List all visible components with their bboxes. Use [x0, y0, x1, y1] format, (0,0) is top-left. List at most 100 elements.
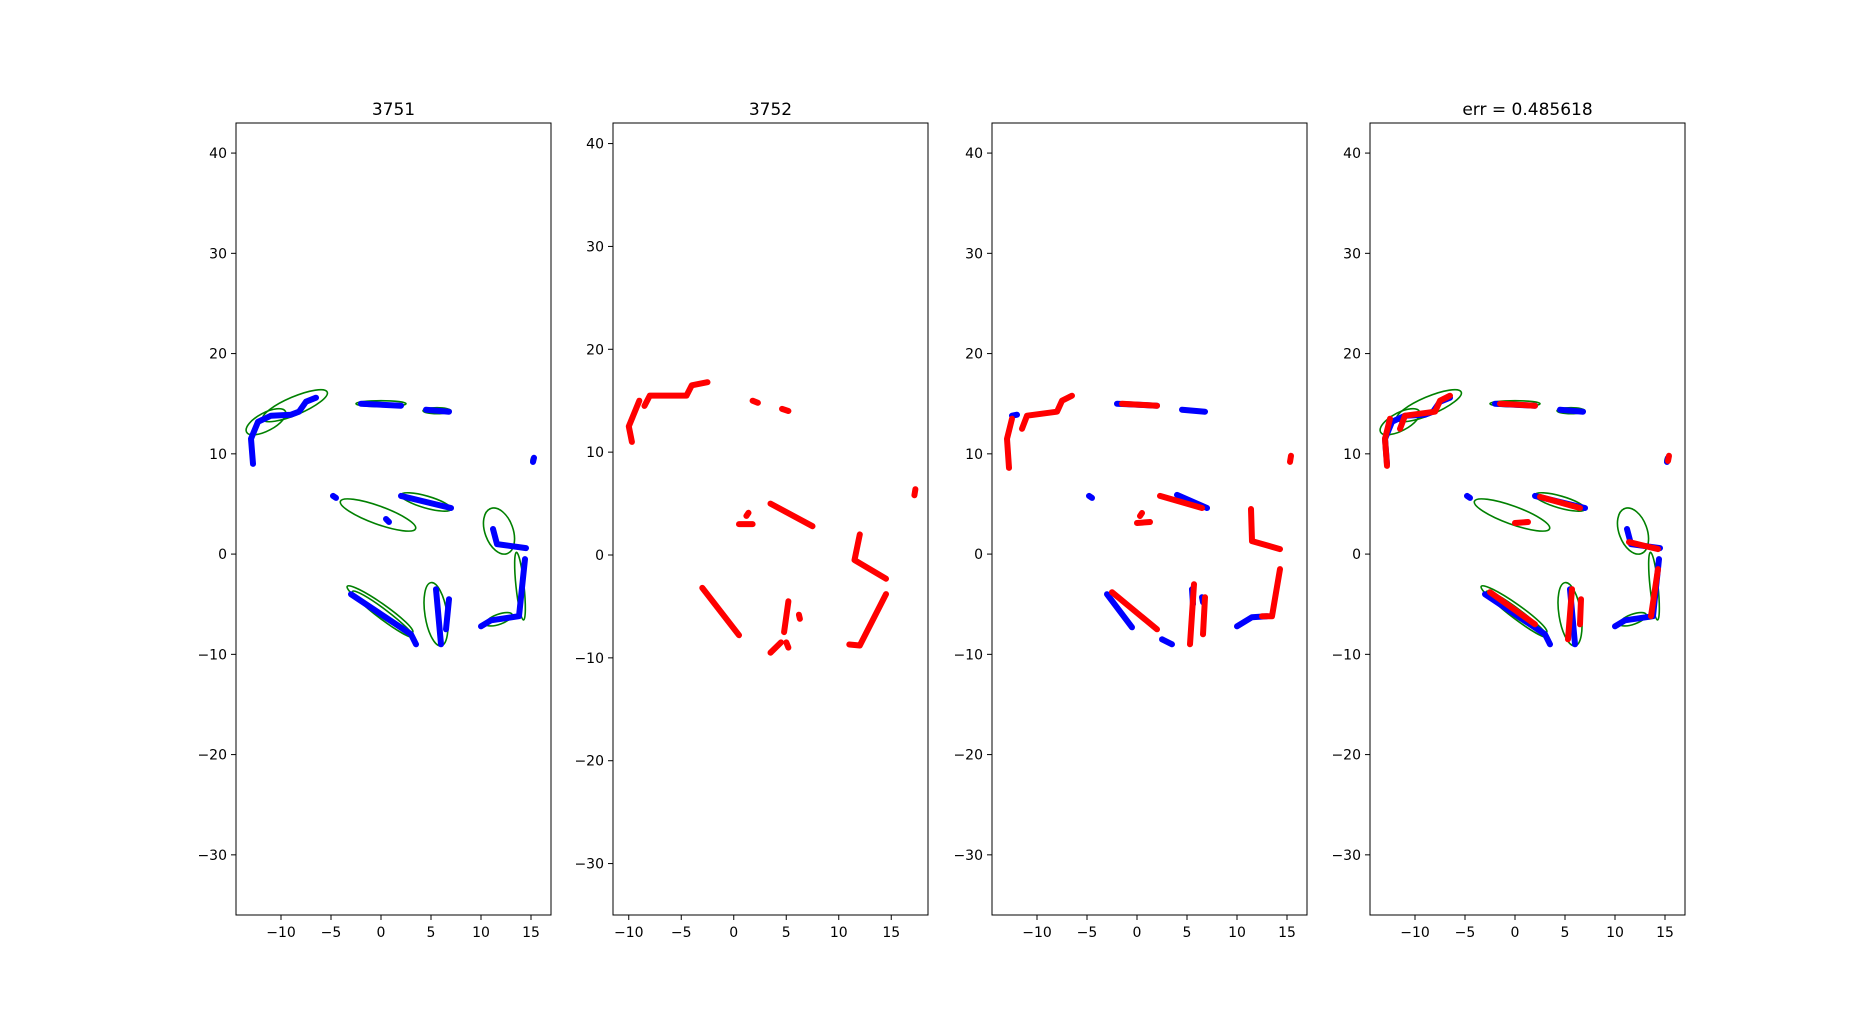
- scan-points-red: [1134, 519, 1153, 526]
- y-tick-label: 30: [1343, 246, 1361, 262]
- plot-area: [625, 379, 919, 656]
- x-tick-label: −10: [1400, 925, 1430, 941]
- scan-points-blue: [1104, 591, 1135, 631]
- scan-points-blue: [248, 394, 319, 467]
- fit-ellipse: [482, 507, 516, 555]
- y-tick-label: 20: [209, 347, 227, 363]
- scan-points-blue: [433, 586, 444, 648]
- scan-points-red: [767, 500, 816, 530]
- scan-points-red: [1287, 452, 1294, 465]
- subplot-2: −10 −5 0 5 10 15 −30 −20 −10 0 10 20 30 40 3752: [574, 100, 929, 941]
- scan-points-red: [1487, 589, 1538, 628]
- scan-points-red: [783, 639, 792, 651]
- scan-points-red: [1019, 392, 1075, 432]
- scan-points-red: [1497, 400, 1538, 409]
- subplot-1: −10 −5 0 5 10 15 −30 −20 −10 0 10 20 30 40 3751: [197, 100, 552, 941]
- scan-points-red: [1626, 539, 1661, 553]
- y-tick-label: −30: [574, 857, 604, 873]
- y-tick-label: 40: [1343, 146, 1361, 162]
- fit-ellipse: [245, 407, 287, 436]
- x-tick-label: 15: [1278, 925, 1296, 941]
- x-tick-label: 10: [1228, 925, 1246, 941]
- scan-points-blue: [530, 454, 537, 465]
- scan-points-blue: [1464, 492, 1473, 501]
- scan-points-blue: [1086, 492, 1095, 501]
- scan-points-blue: [398, 492, 454, 511]
- x-tick-label: 15: [522, 925, 540, 941]
- fit-ellipse: [1616, 507, 1650, 555]
- x-tick-label: 10: [1606, 925, 1624, 941]
- scan-points-red: [1382, 415, 1393, 469]
- y-tick-label: 10: [586, 445, 604, 461]
- axes-frame: [235, 122, 552, 916]
- scan-points-red: [641, 379, 711, 409]
- y-tick-label: 30: [965, 246, 983, 262]
- y-tick-label: −10: [197, 647, 227, 663]
- scan-points-red: [743, 509, 752, 519]
- x-tick-label: 5: [427, 925, 436, 941]
- x-tick-label: −10: [614, 925, 644, 941]
- y-tick-label: 20: [965, 347, 983, 363]
- scan-points-red: [749, 397, 761, 406]
- scan-points-blue: [490, 526, 529, 552]
- scan-points-blue: [423, 406, 452, 415]
- scan-points-blue: [383, 516, 392, 525]
- y-tick-label: −30: [1331, 848, 1361, 864]
- x-tick-label: 10: [472, 925, 490, 941]
- y-tick-label: 40: [209, 146, 227, 162]
- x-tick-label: 5: [1561, 925, 1570, 941]
- scan-points-blue: [330, 492, 339, 501]
- x-tick-label: −5: [1077, 925, 1098, 941]
- x-tick-label: 0: [729, 925, 738, 941]
- y-tick-label: 0: [218, 547, 227, 563]
- x-tick-label: −10: [266, 925, 296, 941]
- scan-points-blue: [1159, 636, 1175, 648]
- scan-points-red: [1537, 493, 1583, 511]
- y-tick-label: 10: [1343, 447, 1361, 463]
- scan-points-blue: [1009, 411, 1020, 419]
- scan-points-blue: [1179, 406, 1208, 415]
- y-tick-label: 20: [1343, 347, 1361, 363]
- fit-ellipse: [339, 498, 417, 532]
- x-tick-label: 5: [1183, 925, 1192, 941]
- scan-points-blue: [1482, 591, 1553, 648]
- y-tick-label: 20: [586, 342, 604, 358]
- scan-points-red: [1187, 581, 1197, 648]
- scan-points-red: [1119, 400, 1160, 409]
- x-tick-label: −10: [1022, 925, 1052, 941]
- x-tick-label: 15: [882, 925, 900, 941]
- x-tick-label: −5: [1455, 925, 1476, 941]
- scan-points-blue: [348, 591, 419, 648]
- scan-points-red: [851, 531, 889, 582]
- scan-points-red: [779, 405, 792, 414]
- subplot-4-title: err = 0.485618: [1462, 100, 1592, 120]
- scan-points-red: [1397, 392, 1453, 432]
- scan-points-red: [911, 486, 919, 499]
- y-tick-label: 30: [209, 246, 227, 262]
- scan-points-red: [846, 591, 889, 649]
- plot-area: [1379, 388, 1672, 648]
- x-tick-label: −5: [321, 925, 342, 941]
- y-tick-label: 30: [586, 239, 604, 255]
- x-tick-label: 0: [377, 925, 386, 941]
- subplot-3: −10 −5 0 5 10 15 −30 −20 −10 0 10 20 30 40: [953, 122, 1308, 941]
- y-tick-label: 40: [586, 137, 604, 153]
- x-tick-label: 0: [1133, 925, 1142, 941]
- y-tick-label: 40: [965, 146, 983, 162]
- scan-points-red: [1512, 519, 1531, 526]
- y-tick-label: −10: [574, 651, 604, 667]
- scan-points-blue: [358, 400, 404, 409]
- scan-points-blue: [478, 556, 528, 630]
- scan-points-red: [1248, 506, 1283, 553]
- y-tick-label: −20: [1331, 748, 1361, 764]
- plot-area: [1004, 392, 1294, 648]
- fit-ellipse: [1473, 498, 1551, 532]
- y-tick-label: −20: [574, 754, 604, 770]
- subplot-1-title: 3751: [372, 100, 415, 120]
- y-tick-label: 0: [974, 547, 983, 563]
- scan-points-red: [1157, 492, 1205, 511]
- scan-points-red: [795, 611, 803, 622]
- y-tick-label: −10: [953, 647, 983, 663]
